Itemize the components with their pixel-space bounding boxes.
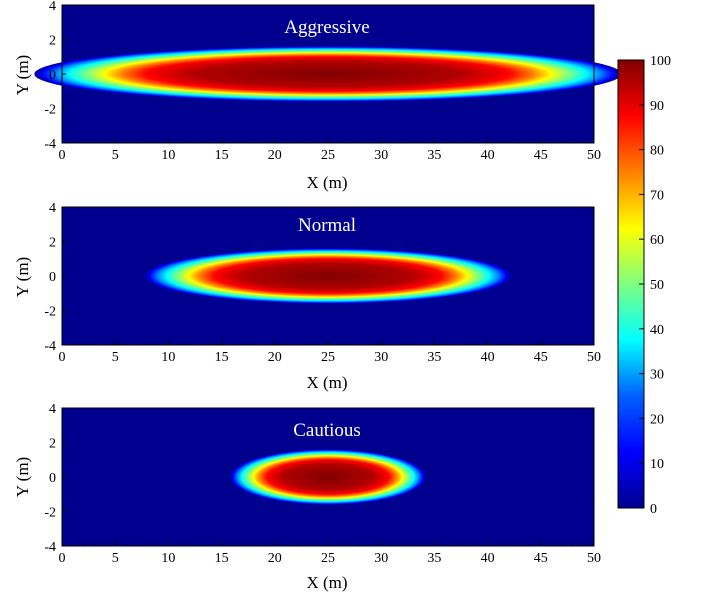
x-tick-label: 20: [268, 148, 282, 163]
y-axis: 4 2 0 -2 -4: [44, 201, 66, 354]
x-tick-label: 25: [321, 551, 335, 566]
x-tick-label: 30: [374, 148, 388, 163]
x-tick-label: 40: [481, 551, 495, 566]
panel-title: Cautious: [293, 420, 361, 441]
heatmap-plot-area: [34, 4, 622, 144]
x-axis: 0 5 10 15 20 25 30 35 40 45 50: [59, 138, 601, 163]
x-tick-label: 15: [215, 350, 229, 365]
x-tick-label: 15: [215, 148, 229, 163]
colorbar-tick-label: 90: [650, 99, 664, 114]
x-tick-label: 25: [321, 148, 335, 163]
y-tick-label: 4: [49, 402, 56, 417]
x-tick-label: 5: [112, 148, 119, 163]
y-tick-label: 0: [49, 270, 56, 285]
x-tick-label: 25: [321, 350, 335, 365]
x-axis-label: X (m): [306, 373, 347, 392]
x-axis-label: X (m): [306, 573, 347, 592]
y-tick-label: 4: [49, 201, 56, 216]
x-tick-label: 5: [112, 350, 119, 365]
x-tick-label: 50: [587, 148, 601, 163]
heatmap-plot-area: [61, 407, 595, 547]
x-tick-label: 10: [161, 148, 175, 163]
y-tick-label: -2: [44, 506, 56, 521]
x-tick-label: 35: [427, 551, 441, 566]
y-axis-label: Y (m): [13, 457, 32, 497]
heatmap-hotspot: [34, 46, 622, 102]
colorbar-tick-label: 50: [650, 278, 664, 293]
x-tick-label: 0: [59, 551, 66, 566]
heatmap-hotspot: [230, 449, 426, 505]
x-tick-label: 0: [59, 148, 66, 163]
y-tick-label: 0: [49, 471, 56, 486]
x-tick-label: 15: [215, 551, 229, 566]
y-tick-label: 2: [49, 236, 56, 251]
colorbar-tick-label: 30: [650, 368, 664, 383]
x-axis-label: X (m): [306, 173, 347, 192]
colorbar-tick-label: 100: [650, 54, 671, 69]
y-tick-label: 4: [49, 0, 56, 14]
y-tick-label: 2: [49, 34, 56, 49]
x-tick-label: 40: [481, 148, 495, 163]
heatmap-panel-cautious: Cautious 420-2-4 0 5 10 15 20 25 30 35 40 45 50 Y …: [13, 402, 601, 592]
x-tick-label: 30: [374, 551, 388, 566]
heatmap-plot-area: [61, 206, 595, 346]
x-tick-label: 10: [161, 350, 175, 365]
x-tick-label: 0: [59, 350, 66, 365]
x-tick-label: 45: [534, 551, 548, 566]
y-axis: 4 2 0 -2 -4: [44, 402, 66, 555]
y-tick-label: 0: [49, 68, 56, 83]
panel-title: Aggressive: [284, 17, 369, 38]
y-tick-label: -2: [44, 103, 56, 118]
y-axis-label: Y (m): [13, 257, 32, 297]
colorbar-tick-label: 10: [650, 457, 664, 472]
x-tick-label: 45: [534, 350, 548, 365]
x-tick-label: 50: [587, 551, 601, 566]
colorbar-tick-label: 60: [650, 233, 664, 248]
y-tick-label: -4: [44, 540, 56, 555]
x-tick-label: 45: [534, 148, 548, 163]
y-tick-label: -2: [44, 305, 56, 320]
x-axis: 0 5 10 15 20 25 30 35 40 45 50: [59, 340, 601, 365]
x-axis: 0 5 10 15 20 25 30 35 40 45 50: [59, 541, 601, 566]
heatmap-panel-aggressive: Aggressive 420-2-4 0 5 10 15 20 25 30 35 40 45 50 …: [13, 0, 622, 192]
x-tick-label: 35: [427, 350, 441, 365]
heatmap-panel-normal: Normal 420-2-4 0 5 10 15 20 25 30 35 40 45 50 Y (m…: [13, 201, 601, 392]
colorbar-tick-label: 0: [650, 502, 657, 517]
x-tick-label: 30: [374, 350, 388, 365]
x-tick-label: 20: [268, 551, 282, 566]
y-axis: 4 2 0 -2 -4: [44, 0, 66, 152]
x-tick-label: 50: [587, 350, 601, 365]
colorbar-tick-label: 20: [650, 412, 664, 427]
x-tick-label: 35: [427, 148, 441, 163]
colorbar-tick-label: 80: [650, 144, 664, 159]
colorbar-tick-label: 70: [650, 188, 664, 203]
y-tick-label: 2: [49, 437, 56, 452]
y-axis-label: Y (m): [13, 55, 32, 95]
x-tick-label: 20: [268, 350, 282, 365]
x-tick-label: 10: [161, 551, 175, 566]
y-tick-label: -4: [44, 137, 56, 152]
x-tick-label: 40: [481, 350, 495, 365]
x-tick-label: 5: [112, 551, 119, 566]
colorbar-tick-label: 40: [650, 323, 664, 338]
heatmap-hotspot: [144, 248, 512, 304]
panel-title: Normal: [298, 215, 356, 236]
y-tick-label: -4: [44, 339, 56, 354]
